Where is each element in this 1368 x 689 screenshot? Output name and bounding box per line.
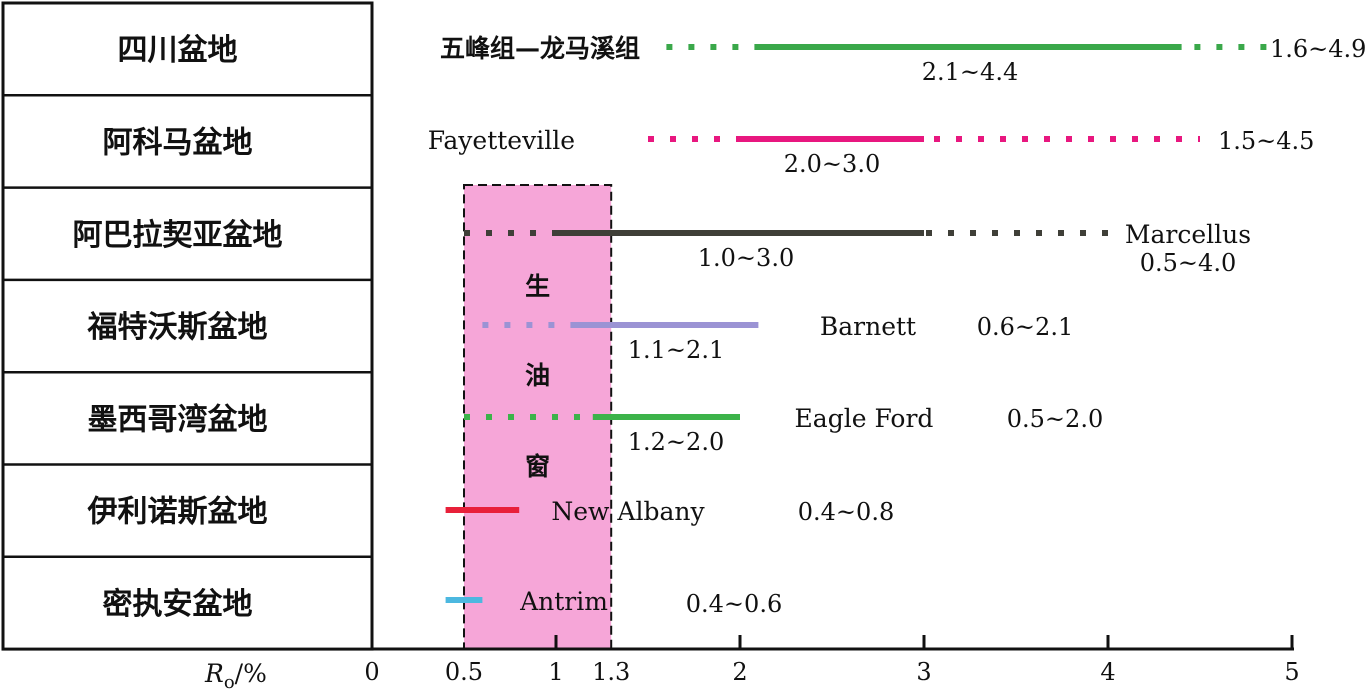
x-tick-label: 4 — [1100, 658, 1115, 686]
formation-label: Marcellus — [1125, 220, 1251, 249]
x-tick-label: 5 — [1284, 658, 1299, 686]
formation-label: Antrim — [519, 587, 608, 616]
formation-label: Eagle Ford — [795, 404, 934, 433]
range-label: 1.6~4.9 — [1270, 35, 1366, 63]
x-tick-label: 2 — [732, 658, 747, 686]
x-tick-label: 0.5 — [445, 658, 483, 686]
formation-label: New Albany — [551, 497, 705, 526]
basin-label: 密执安盆地 — [103, 587, 253, 622]
formation-label: 五峰组—龙马溪组 — [440, 34, 640, 63]
solid-range-label: 1.2~2.0 — [628, 428, 724, 456]
basin-label: 墨西哥湾盆地 — [88, 402, 268, 437]
range-bars: 2.1~4.4 五峰组—龙马溪组 1.6~4.9 2.0~3.0 Fayettevill… — [428, 34, 1367, 618]
x-axis-title: Ro/% — [204, 659, 267, 689]
basin-label: 四川盆地 — [118, 33, 238, 68]
basin-label: 阿科马盆地 — [103, 125, 253, 160]
oil-window-char: 油 — [525, 361, 550, 390]
formation-label: Barnett — [820, 312, 916, 341]
oil-window-char: 生 — [525, 272, 550, 301]
range-label: 0.4~0.8 — [798, 498, 894, 526]
x-axis: 0 0.5 1 1.3 2 3 4 5 Ro/% — [204, 3, 1300, 689]
basin-label: 阿巴拉契亚盆地 — [73, 218, 283, 253]
range-label: 0.5~4.0 — [1140, 249, 1236, 277]
x-tick-label: 0 — [364, 658, 379, 686]
oil-window-char: 窗 — [525, 452, 550, 481]
solid-range-label: 1.1~2.1 — [628, 336, 724, 364]
range-label: 0.6~2.1 — [977, 313, 1073, 341]
x-tick-label: 3 — [916, 658, 931, 686]
x-tick-label: 1.3 — [592, 658, 630, 686]
solid-range-label: 2.0~3.0 — [784, 150, 880, 178]
range-label: 1.5~4.5 — [1218, 127, 1314, 155]
solid-range-label: 1.0~3.0 — [698, 244, 794, 272]
solid-range-label: 2.1~4.4 — [922, 58, 1018, 86]
range-label: 0.5~2.0 — [1007, 405, 1103, 433]
formation-label: Fayetteville — [428, 126, 575, 155]
basin-label: 伊利诺斯盆地 — [87, 495, 268, 530]
x-tick-label: 1 — [548, 658, 563, 686]
basin-label: 福特沃斯盆地 — [87, 310, 268, 345]
range-label: 0.4~0.6 — [686, 590, 782, 618]
